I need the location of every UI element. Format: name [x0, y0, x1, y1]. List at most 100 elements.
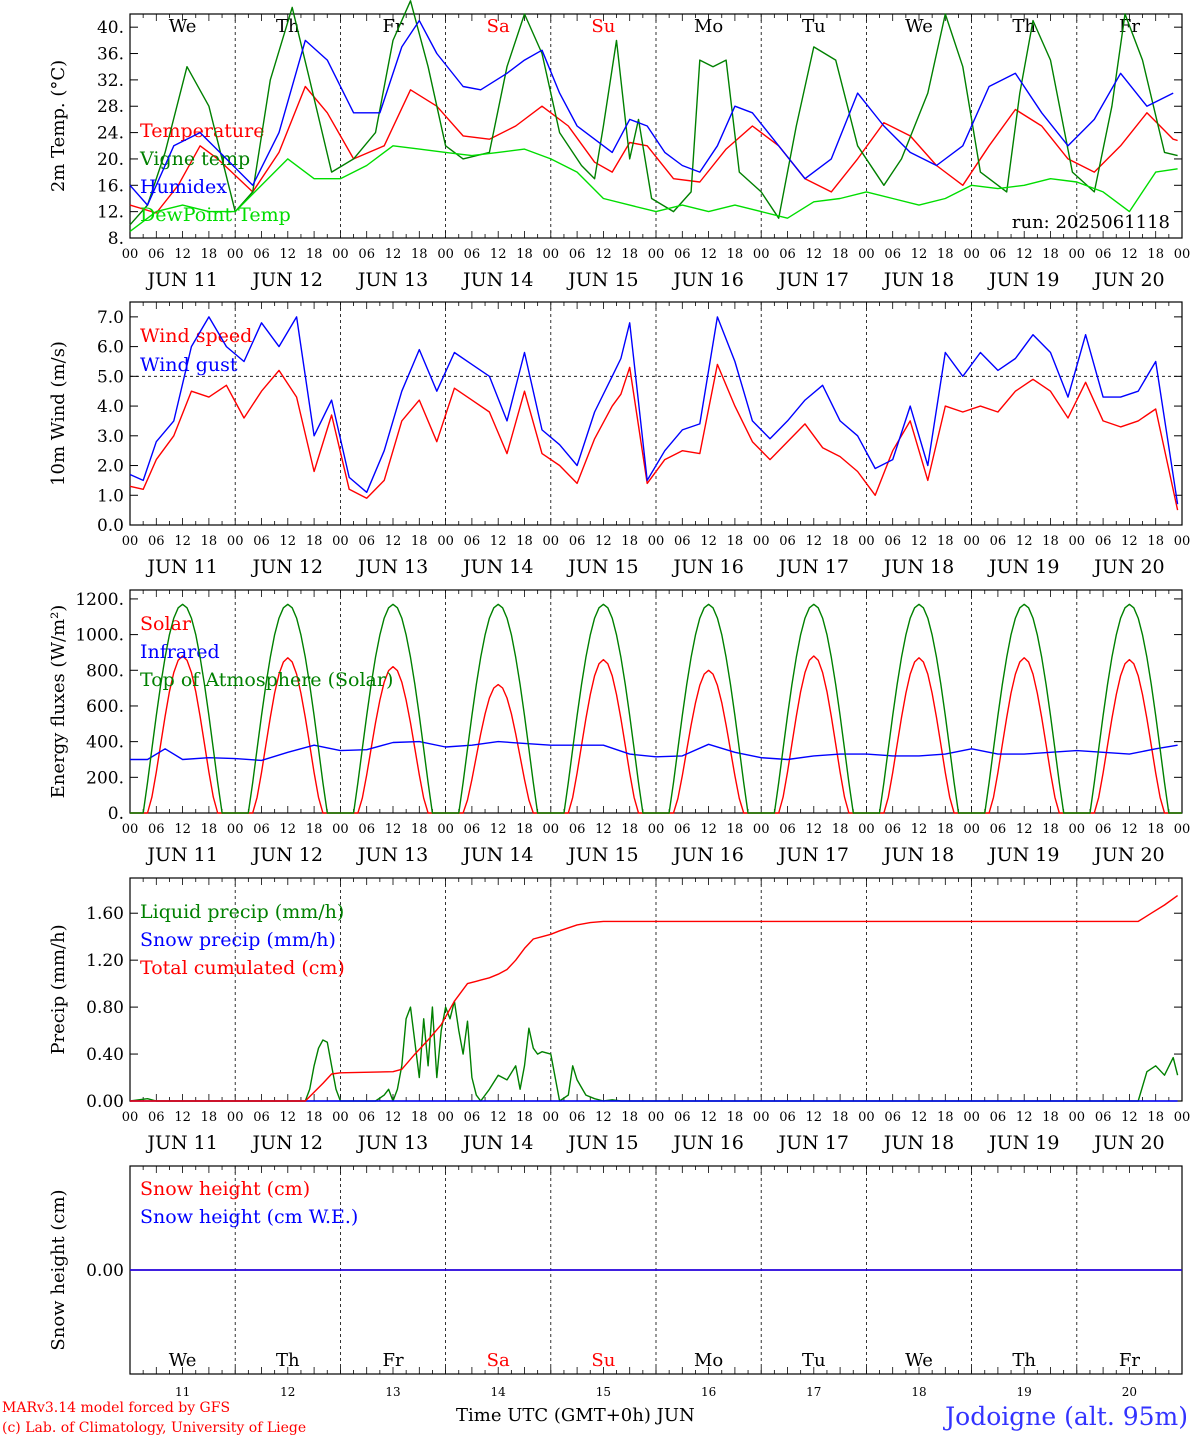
temperature-hour-label: 00 — [437, 247, 454, 262]
wind-hour-label: 00 — [1174, 534, 1191, 549]
wind-date-label: JUN 19 — [987, 556, 1059, 578]
energy-hour-label: 18 — [621, 822, 638, 837]
wind-series-line — [129, 316, 1179, 505]
energy-hour-label: 00 — [648, 822, 665, 837]
precip-date-label: JUN 11 — [145, 1132, 217, 1154]
precip-y-tick-label: 0.40 — [86, 1045, 124, 1065]
x-axis-title: Time UTC (GMT+0h) JUN — [456, 1405, 695, 1426]
precip-hour-label: 00 — [753, 1110, 770, 1125]
energy-series-line — [130, 740, 1178, 762]
temperature-date-label: JUN 12 — [251, 269, 323, 291]
energy-y-tick-label: 600. — [86, 697, 124, 717]
temperature-date-label: JUN 14 — [461, 269, 533, 291]
energy-hour-label: 00 — [858, 822, 875, 837]
energy-date-label: JUN 17 — [777, 844, 849, 866]
precip-date-label: JUN 15 — [566, 1132, 638, 1154]
snow-date-label: 17 — [806, 1385, 821, 1399]
energy-hour-label: 12 — [700, 822, 717, 837]
temp-dow-label: Fr — [382, 16, 403, 37]
precip-hour-label: 06 — [358, 1110, 375, 1125]
temperature-hour-label: 18 — [727, 247, 744, 262]
temperature-hour-label: 18 — [621, 247, 638, 262]
temperature-series-line — [129, 19, 1174, 206]
precip-hour-label: 12 — [1121, 1110, 1138, 1125]
temperature-hour-label: 18 — [937, 247, 954, 262]
temperature-hour-label: 06 — [148, 247, 165, 262]
temperature-date-label: JUN 15 — [566, 269, 638, 291]
precip-hour-label: 06 — [674, 1110, 691, 1125]
temperature-legend-entry: DewPoint Temp — [140, 204, 291, 226]
precip-hour-label: 00 — [858, 1110, 875, 1125]
temperature-date-label: JUN 17 — [777, 269, 849, 291]
energy-hour-label: 18 — [1147, 822, 1164, 837]
energy-hour-label: 12 — [1121, 822, 1138, 837]
precip-hour-label: 00 — [648, 1110, 665, 1125]
wind-y-tick-label: 2.0 — [97, 457, 124, 477]
wind-hour-label: 12 — [700, 534, 717, 549]
energy-hour-label: 00 — [1174, 822, 1191, 837]
snow-dow-label: Sa — [487, 1350, 510, 1371]
energy-y-tick-label: 400. — [86, 733, 124, 753]
wind-y-tick-label: 5.0 — [97, 367, 124, 387]
snow-dow-label: We — [905, 1350, 933, 1371]
energy-hour-label: 18 — [411, 822, 428, 837]
energy-hour-label: 00 — [543, 822, 560, 837]
wind-y-tick-label: 0.0 — [97, 516, 124, 536]
energy-hour-label: 06 — [253, 822, 270, 837]
precip-legend-entry: Snow precip (mm/h) — [140, 929, 336, 951]
snow-legend-entry: Snow height (cm W.E.) — [140, 1206, 358, 1228]
precip-hour-label: 06 — [779, 1110, 796, 1125]
temperature-hour-label: 00 — [963, 247, 980, 262]
energy-y-tick-label: 1200. — [75, 590, 124, 610]
wind-hour-label: 12 — [595, 534, 612, 549]
temperature-hour-label: 06 — [569, 247, 586, 262]
energy-date-label: JUN 14 — [461, 844, 533, 866]
temperature-hour-label: 00 — [753, 247, 770, 262]
temp-dow-label: We — [169, 16, 197, 37]
wind-hour-label: 06 — [674, 534, 691, 549]
temperature-series-line — [129, 0, 1178, 226]
precip-hour-label: 12 — [174, 1110, 191, 1125]
energy-hour-label: 06 — [148, 822, 165, 837]
precip-hour-label: 00 — [963, 1110, 980, 1125]
temperature-hour-label: 12 — [385, 247, 402, 262]
wind-hour-label: 00 — [332, 534, 349, 549]
energy-y-tick-label: 1000. — [75, 626, 124, 646]
snow-date-label: 15 — [596, 1385, 611, 1399]
temperature-hour-label: 06 — [464, 247, 481, 262]
wind-hour-label: 06 — [253, 534, 270, 549]
energy-date-label: JUN 11 — [145, 844, 217, 866]
temperature-y-tick-label: 36. — [97, 45, 124, 65]
wind-hour-label: 18 — [516, 534, 533, 549]
wind-hour-label: 18 — [621, 534, 638, 549]
snow-dow-label: Th — [276, 1350, 300, 1371]
energy-hour-label: 06 — [569, 822, 586, 837]
panel-temperature: 8. 12. 16. 20. 24. 28. 32. 36. 40. 2m Temp. (°C) 0… — [48, 0, 1190, 291]
snow-y-tick-label: 0.00 — [86, 1261, 124, 1281]
wind-hour-label: 06 — [464, 534, 481, 549]
wind-hour-label: 12 — [1016, 534, 1033, 549]
energy-hour-label: 00 — [753, 822, 770, 837]
precip-hour-label: 06 — [464, 1110, 481, 1125]
wind-hour-label: 00 — [1069, 534, 1086, 549]
precip-hour-label: 06 — [1095, 1110, 1112, 1125]
model-credit: MARv3.14 model forced by GFS — [2, 1400, 231, 1416]
wind-date-label: JUN 12 — [251, 556, 323, 578]
precip-hour-label: 18 — [937, 1110, 954, 1125]
precip-hour-label: 00 — [227, 1110, 244, 1125]
temperature-hour-label: 18 — [306, 247, 323, 262]
precip-hour-label: 18 — [1042, 1110, 1059, 1125]
temperature-hour-label: 00 — [648, 247, 665, 262]
precip-hour-label: 00 — [543, 1110, 560, 1125]
x-axis-title-text: Time UTC (GMT+0h) — [456, 1405, 651, 1426]
precip-hour-label: 12 — [385, 1110, 402, 1125]
precip-hour-label: 12 — [490, 1110, 507, 1125]
snow-date-label: 20 — [1122, 1385, 1137, 1399]
temperature-date-label: JUN 16 — [671, 269, 743, 291]
temp-dow-label: Tu — [802, 16, 826, 37]
energy-date-label: JUN 18 — [882, 844, 954, 866]
energy-hour-label: 06 — [990, 822, 1007, 837]
snow-dow-label: Fr — [1119, 1350, 1140, 1371]
